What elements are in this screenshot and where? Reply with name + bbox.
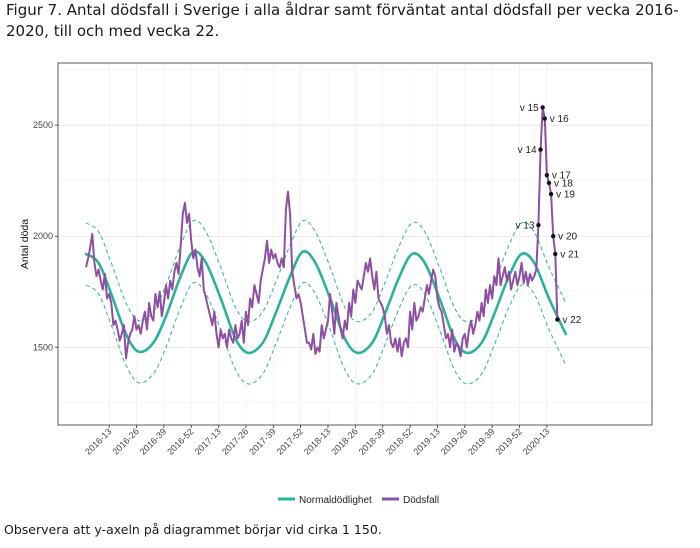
- point-marker: [536, 222, 541, 228]
- y-tick-label: 1500: [33, 342, 53, 352]
- point-marker: [538, 147, 543, 152]
- point-marker: [550, 234, 556, 239]
- x-tick-label: 2017-13: [193, 426, 223, 456]
- x-tick-label: 2019-26: [439, 426, 469, 456]
- x-tick-label: 2016-39: [138, 426, 168, 456]
- point-label: v 18: [554, 178, 573, 189]
- y-tick-label: 2500: [33, 120, 53, 130]
- point-marker: [546, 180, 552, 186]
- x-tick-label: 2017-39: [247, 426, 277, 456]
- x-tick-label: 2018-26: [329, 426, 359, 456]
- x-tick-label: 2017-26: [220, 426, 250, 456]
- series-lines: [84, 106, 568, 360]
- x-tick-label: 2017-52: [275, 426, 305, 456]
- normal-mortality-line: [84, 250, 568, 355]
- legend: Normaldödlighet Dödsfall: [278, 495, 439, 506]
- x-tick-label: 2018-13: [302, 426, 332, 456]
- x-tick-label: 2019-39: [466, 426, 496, 456]
- point-label: v 17: [552, 171, 571, 182]
- point-marker: [540, 105, 545, 110]
- point-label: v 19: [556, 190, 575, 201]
- x-tick-label: 2016-13: [83, 426, 113, 456]
- x-tick-label: 2019-13: [411, 426, 441, 456]
- annotated-points: v 13 v 14 v 15 v 16 v 17v 18v 19 v 20 v 21 v 22: [516, 103, 582, 326]
- y-axis-title: Antal döda: [19, 219, 31, 269]
- point-marker: [542, 116, 547, 121]
- legend-label-normal: Normaldödlighet: [299, 495, 372, 506]
- point-label: v 22: [562, 315, 581, 326]
- point-label: v 21: [560, 249, 579, 260]
- point-marker: [553, 251, 558, 257]
- legend-label-deaths: Dödsfall: [403, 495, 439, 506]
- x-tick-label: 2020-13: [521, 426, 551, 456]
- y-axis-ticks: 1500 2000 2500: [33, 120, 58, 352]
- point-label: v 16: [550, 114, 569, 125]
- x-tick-label: 2016-52: [165, 426, 195, 456]
- x-tick-label: 2019-52: [493, 426, 523, 456]
- x-tick-label: 2018-52: [384, 426, 414, 456]
- deaths-line: [85, 106, 559, 360]
- point-marker: [544, 172, 550, 178]
- x-tick-label: 2016-26: [110, 426, 140, 456]
- point-label: v 20: [558, 232, 577, 243]
- figure-caption: Figur 7. Antal dödsfall i Sverige i alla…: [6, 1, 679, 40]
- point-label: v 13: [516, 221, 535, 232]
- footnote: Observera att y-axeln på diagrammet börj…: [4, 522, 382, 537]
- point-label: v 14: [518, 145, 537, 156]
- lower-band-line: [85, 281, 567, 385]
- point-label: v 15: [520, 103, 539, 114]
- point-marker: [555, 317, 560, 322]
- x-axis-ticks: 2016-132016-262016-392016-522017-132017-…: [83, 425, 551, 457]
- y-tick-label: 2000: [33, 231, 53, 241]
- x-tick-label: 2018-39: [357, 426, 387, 456]
- point-marker: [548, 191, 554, 197]
